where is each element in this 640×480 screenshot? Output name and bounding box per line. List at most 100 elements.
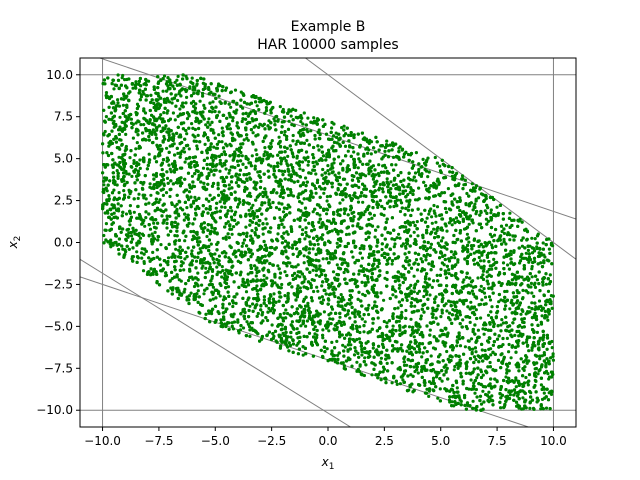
sample-point xyxy=(338,201,342,205)
sample-point xyxy=(201,94,205,98)
sample-point xyxy=(218,158,222,162)
sample-point xyxy=(280,282,284,287)
sample-point xyxy=(543,309,547,313)
sample-point xyxy=(187,190,192,194)
sample-point xyxy=(450,223,454,227)
sample-point xyxy=(165,146,169,150)
sample-point xyxy=(419,299,423,303)
sample-point xyxy=(304,248,308,252)
sample-point xyxy=(223,205,227,209)
sample-point xyxy=(502,231,506,235)
sample-point xyxy=(414,179,418,183)
sample-point xyxy=(413,338,417,343)
sample-point xyxy=(104,91,109,95)
sample-point xyxy=(161,193,165,197)
sample-point xyxy=(280,169,284,173)
sample-point xyxy=(241,326,246,330)
sample-point xyxy=(208,123,212,127)
sample-point xyxy=(546,289,551,293)
sample-point xyxy=(455,386,459,390)
sample-point xyxy=(515,311,519,316)
sample-point xyxy=(470,182,474,186)
sample-point xyxy=(150,239,154,244)
sample-point xyxy=(314,273,318,277)
sample-point xyxy=(311,247,315,251)
sample-point xyxy=(384,143,389,147)
sample-point xyxy=(396,306,400,310)
sample-point xyxy=(193,127,197,132)
sample-point xyxy=(536,372,540,376)
sample-point xyxy=(519,312,523,316)
sample-point xyxy=(183,160,187,164)
sample-point xyxy=(307,235,311,239)
sample-point xyxy=(319,268,323,272)
sample-point xyxy=(313,325,317,329)
sample-point xyxy=(151,173,156,177)
sample-point xyxy=(357,185,361,189)
sample-point xyxy=(183,239,187,243)
sample-point xyxy=(312,289,316,294)
sample-point xyxy=(305,138,309,142)
sample-point xyxy=(474,358,478,362)
sample-point xyxy=(202,103,206,107)
sample-point xyxy=(546,372,550,376)
sample-point xyxy=(173,118,177,122)
sample-point xyxy=(240,244,244,248)
sample-point xyxy=(471,399,475,403)
sample-point xyxy=(397,319,401,323)
constraint-line-7 xyxy=(80,258,351,427)
sample-point xyxy=(376,316,380,320)
sample-point xyxy=(408,190,412,195)
sample-point xyxy=(501,261,506,265)
sample-point xyxy=(430,312,434,316)
sample-point xyxy=(505,289,509,293)
sample-point xyxy=(541,241,545,245)
sample-point xyxy=(264,217,268,221)
sample-point xyxy=(430,285,434,289)
sample-point xyxy=(215,113,220,118)
sample-point xyxy=(141,269,146,273)
sample-point xyxy=(530,301,534,305)
sample-point xyxy=(431,379,435,383)
sample-point xyxy=(213,252,217,256)
sample-point xyxy=(229,105,233,109)
sample-point xyxy=(450,174,454,178)
sample-point xyxy=(311,268,315,272)
sample-point xyxy=(286,154,290,158)
sample-point xyxy=(550,346,554,350)
sample-point xyxy=(250,229,254,233)
sample-point xyxy=(173,80,177,84)
sample-point xyxy=(290,320,294,324)
sample-point xyxy=(109,238,113,242)
sample-point xyxy=(151,250,155,254)
sample-point xyxy=(209,242,213,246)
sample-point xyxy=(186,246,190,250)
sample-point xyxy=(526,383,530,387)
sample-point xyxy=(112,198,116,202)
sample-point xyxy=(302,111,306,115)
sample-point xyxy=(445,229,449,233)
sample-point xyxy=(162,111,166,115)
sample-point xyxy=(248,304,252,308)
sample-point xyxy=(217,110,221,114)
sample-point xyxy=(222,295,226,299)
sample-point xyxy=(471,347,475,351)
sample-point xyxy=(305,319,309,323)
sample-point xyxy=(306,116,310,120)
sample-point xyxy=(526,248,531,252)
sample-point xyxy=(254,124,258,128)
sample-point xyxy=(288,261,292,265)
sample-point xyxy=(458,398,462,402)
sample-point xyxy=(321,328,325,332)
sample-point xyxy=(449,250,453,254)
sample-point xyxy=(377,274,381,278)
sample-point xyxy=(190,122,194,126)
sample-point xyxy=(385,139,389,143)
sample-point xyxy=(415,220,419,224)
sample-point xyxy=(109,245,113,249)
sample-point xyxy=(220,140,224,144)
sample-point xyxy=(296,341,300,345)
sample-point xyxy=(151,128,155,132)
sample-point xyxy=(404,308,408,313)
sample-point xyxy=(325,347,329,351)
